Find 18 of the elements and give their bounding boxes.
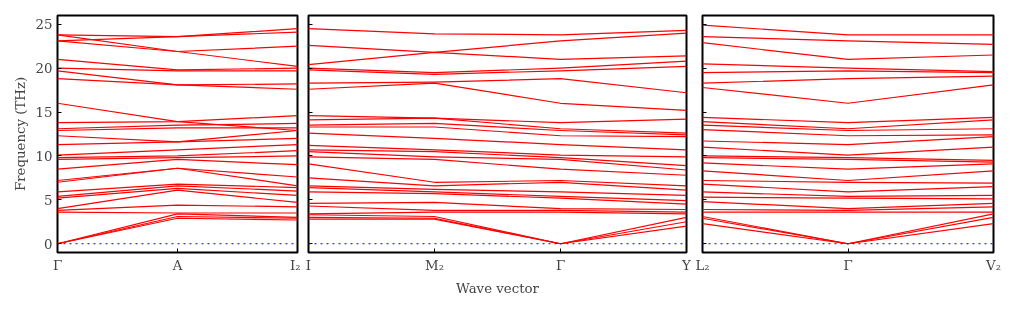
x-tick-label: Γ (555, 257, 566, 273)
y-axis-title: Frequency (THz) (12, 76, 28, 192)
y-tick-label: 0 (44, 236, 53, 252)
x-tick-label: A (171, 257, 183, 273)
y-tick-label: 25 (35, 17, 53, 33)
x-tick-label: I₂ (289, 257, 301, 273)
y-tick-label: 20 (35, 61, 53, 77)
x-tick-label: M₂ (425, 257, 445, 273)
x-tick-label: Γ (843, 257, 853, 273)
x-tick-label: L₂ (695, 257, 710, 273)
x-axis-title: Wave vector (456, 280, 540, 296)
y-tick-label: 15 (35, 105, 53, 121)
x-tick-label: Γ (52, 257, 63, 273)
y-tick-label: 10 (35, 148, 53, 164)
y-tick-label: 5 (44, 192, 53, 208)
x-tick-label: V₂ (985, 257, 1001, 273)
x-tick-label: I (305, 257, 312, 273)
x-tick-label: Y (681, 257, 692, 273)
